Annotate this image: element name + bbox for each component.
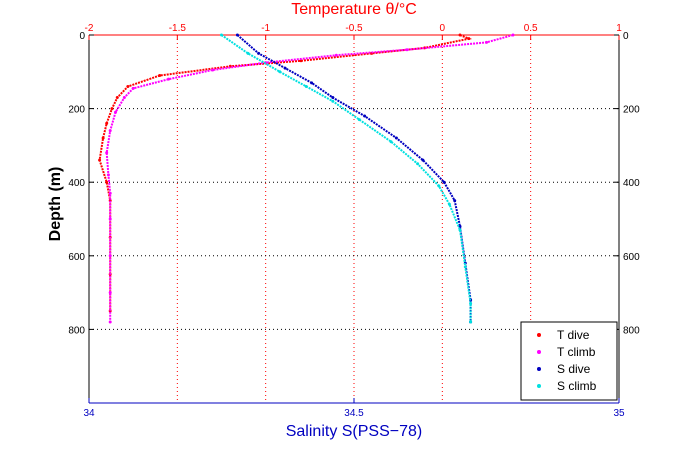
data-point-t-climb [334, 53, 338, 57]
data-point-t-climb [405, 48, 409, 52]
data-point-t-dive [126, 85, 130, 89]
data-point-s-climb [463, 265, 467, 269]
data-point-s-climb [447, 202, 451, 206]
legend-marker [537, 333, 541, 337]
data-point-s-dive [394, 136, 398, 140]
y-tick-label-left: 400 [68, 178, 85, 189]
data-point-s-dive [257, 51, 261, 55]
y-tick-label-right: 800 [623, 325, 640, 336]
y-axis-title: Depth (m) [47, 167, 64, 242]
y-tick-label-right: 600 [623, 252, 640, 263]
legend-marker [537, 384, 541, 388]
y-tick-label-left: 600 [68, 252, 85, 263]
data-point-t-climb [114, 110, 117, 114]
data-point-s-climb [304, 85, 308, 89]
series-line-t-climb [105, 34, 514, 322]
series-line-s-climb [220, 34, 472, 322]
data-point-t-climb [105, 151, 109, 155]
data-point-s-dive [235, 33, 239, 37]
data-point-t-climb [106, 173, 110, 177]
data-point-t-climb [211, 68, 215, 72]
y-tick-label-left: 800 [68, 325, 85, 336]
data-point-t-climb [108, 291, 112, 295]
series-line-t-dive [98, 34, 473, 311]
top-tick-label: 1 [616, 23, 622, 34]
top-tick-label: -0.5 [345, 23, 363, 34]
data-point-s-dive [453, 199, 457, 203]
data-point-s-dive [331, 96, 335, 100]
data-point-t-dive [101, 136, 105, 140]
data-point-s-dive [283, 66, 287, 70]
data-point-t-dive [299, 59, 303, 63]
y-tick-label-right: 200 [623, 105, 640, 116]
data-point-s-dive [363, 114, 367, 118]
data-point-s-climb [437, 184, 441, 188]
legend-marker [537, 367, 541, 371]
data-point-s-climb [246, 51, 250, 55]
top-tick-label: 0 [440, 23, 446, 34]
data-point-t-climb [131, 86, 135, 90]
data-point-s-climb [220, 33, 223, 37]
top-axis-title: Temperature θ/°C [291, 1, 417, 18]
data-point-t-climb [108, 217, 112, 221]
data-point-s-climb [416, 162, 420, 166]
data-point-t-climb [167, 77, 170, 81]
top-tick-label: -2 [85, 23, 94, 34]
y-tick-label-right: 0 [623, 31, 629, 42]
data-point-t-dive [458, 33, 462, 37]
data-point-t-dive [105, 180, 109, 184]
top-tick-label: -1 [261, 23, 270, 34]
data-point-t-dive [98, 158, 102, 162]
top-tick-label: -1.5 [169, 23, 187, 34]
data-point-t-climb [485, 40, 488, 44]
data-point-t-dive [110, 107, 114, 111]
data-point-s-climb [357, 118, 361, 122]
y-tick-label-right: 400 [623, 178, 640, 189]
legend-label: S dive [557, 362, 591, 376]
data-point-s-climb [458, 228, 462, 232]
data-point-t-dive [115, 96, 119, 100]
y-tick-label-left: 200 [68, 105, 85, 116]
bottom-tick-label: 34.5 [344, 408, 364, 419]
data-point-t-climb [108, 129, 112, 133]
bottom-tick-label: 35 [613, 408, 625, 419]
top-tick-label: 0.5 [524, 23, 538, 34]
data-point-t-climb [108, 254, 112, 258]
bottom-axis-title: Salinity S(PSS−78) [286, 423, 423, 440]
data-point-t-climb [108, 320, 112, 324]
data-point-s-climb [331, 99, 335, 103]
data-point-t-climb [122, 96, 126, 100]
data-point-s-dive [421, 158, 425, 162]
y-tick-label-left: 0 [79, 31, 85, 42]
data-point-s-climb [278, 70, 282, 74]
data-point-s-climb [389, 140, 393, 144]
data-point-t-climb [511, 33, 515, 37]
legend-marker [537, 350, 541, 354]
bottom-tick-label: 34 [83, 408, 95, 419]
data-point-s-dive [310, 81, 314, 85]
data-point-t-dive [158, 73, 162, 77]
data-point-t-dive [467, 37, 471, 41]
data-point-s-climb [469, 320, 473, 324]
data-point-s-dive [442, 180, 446, 184]
legend-label: S climb [557, 379, 597, 393]
data-point-t-dive [105, 121, 109, 125]
data-point-s-climb [469, 302, 473, 306]
legend-label: T dive [557, 328, 590, 342]
data-point-t-climb [108, 191, 112, 195]
legend-label: T climb [557, 345, 596, 359]
